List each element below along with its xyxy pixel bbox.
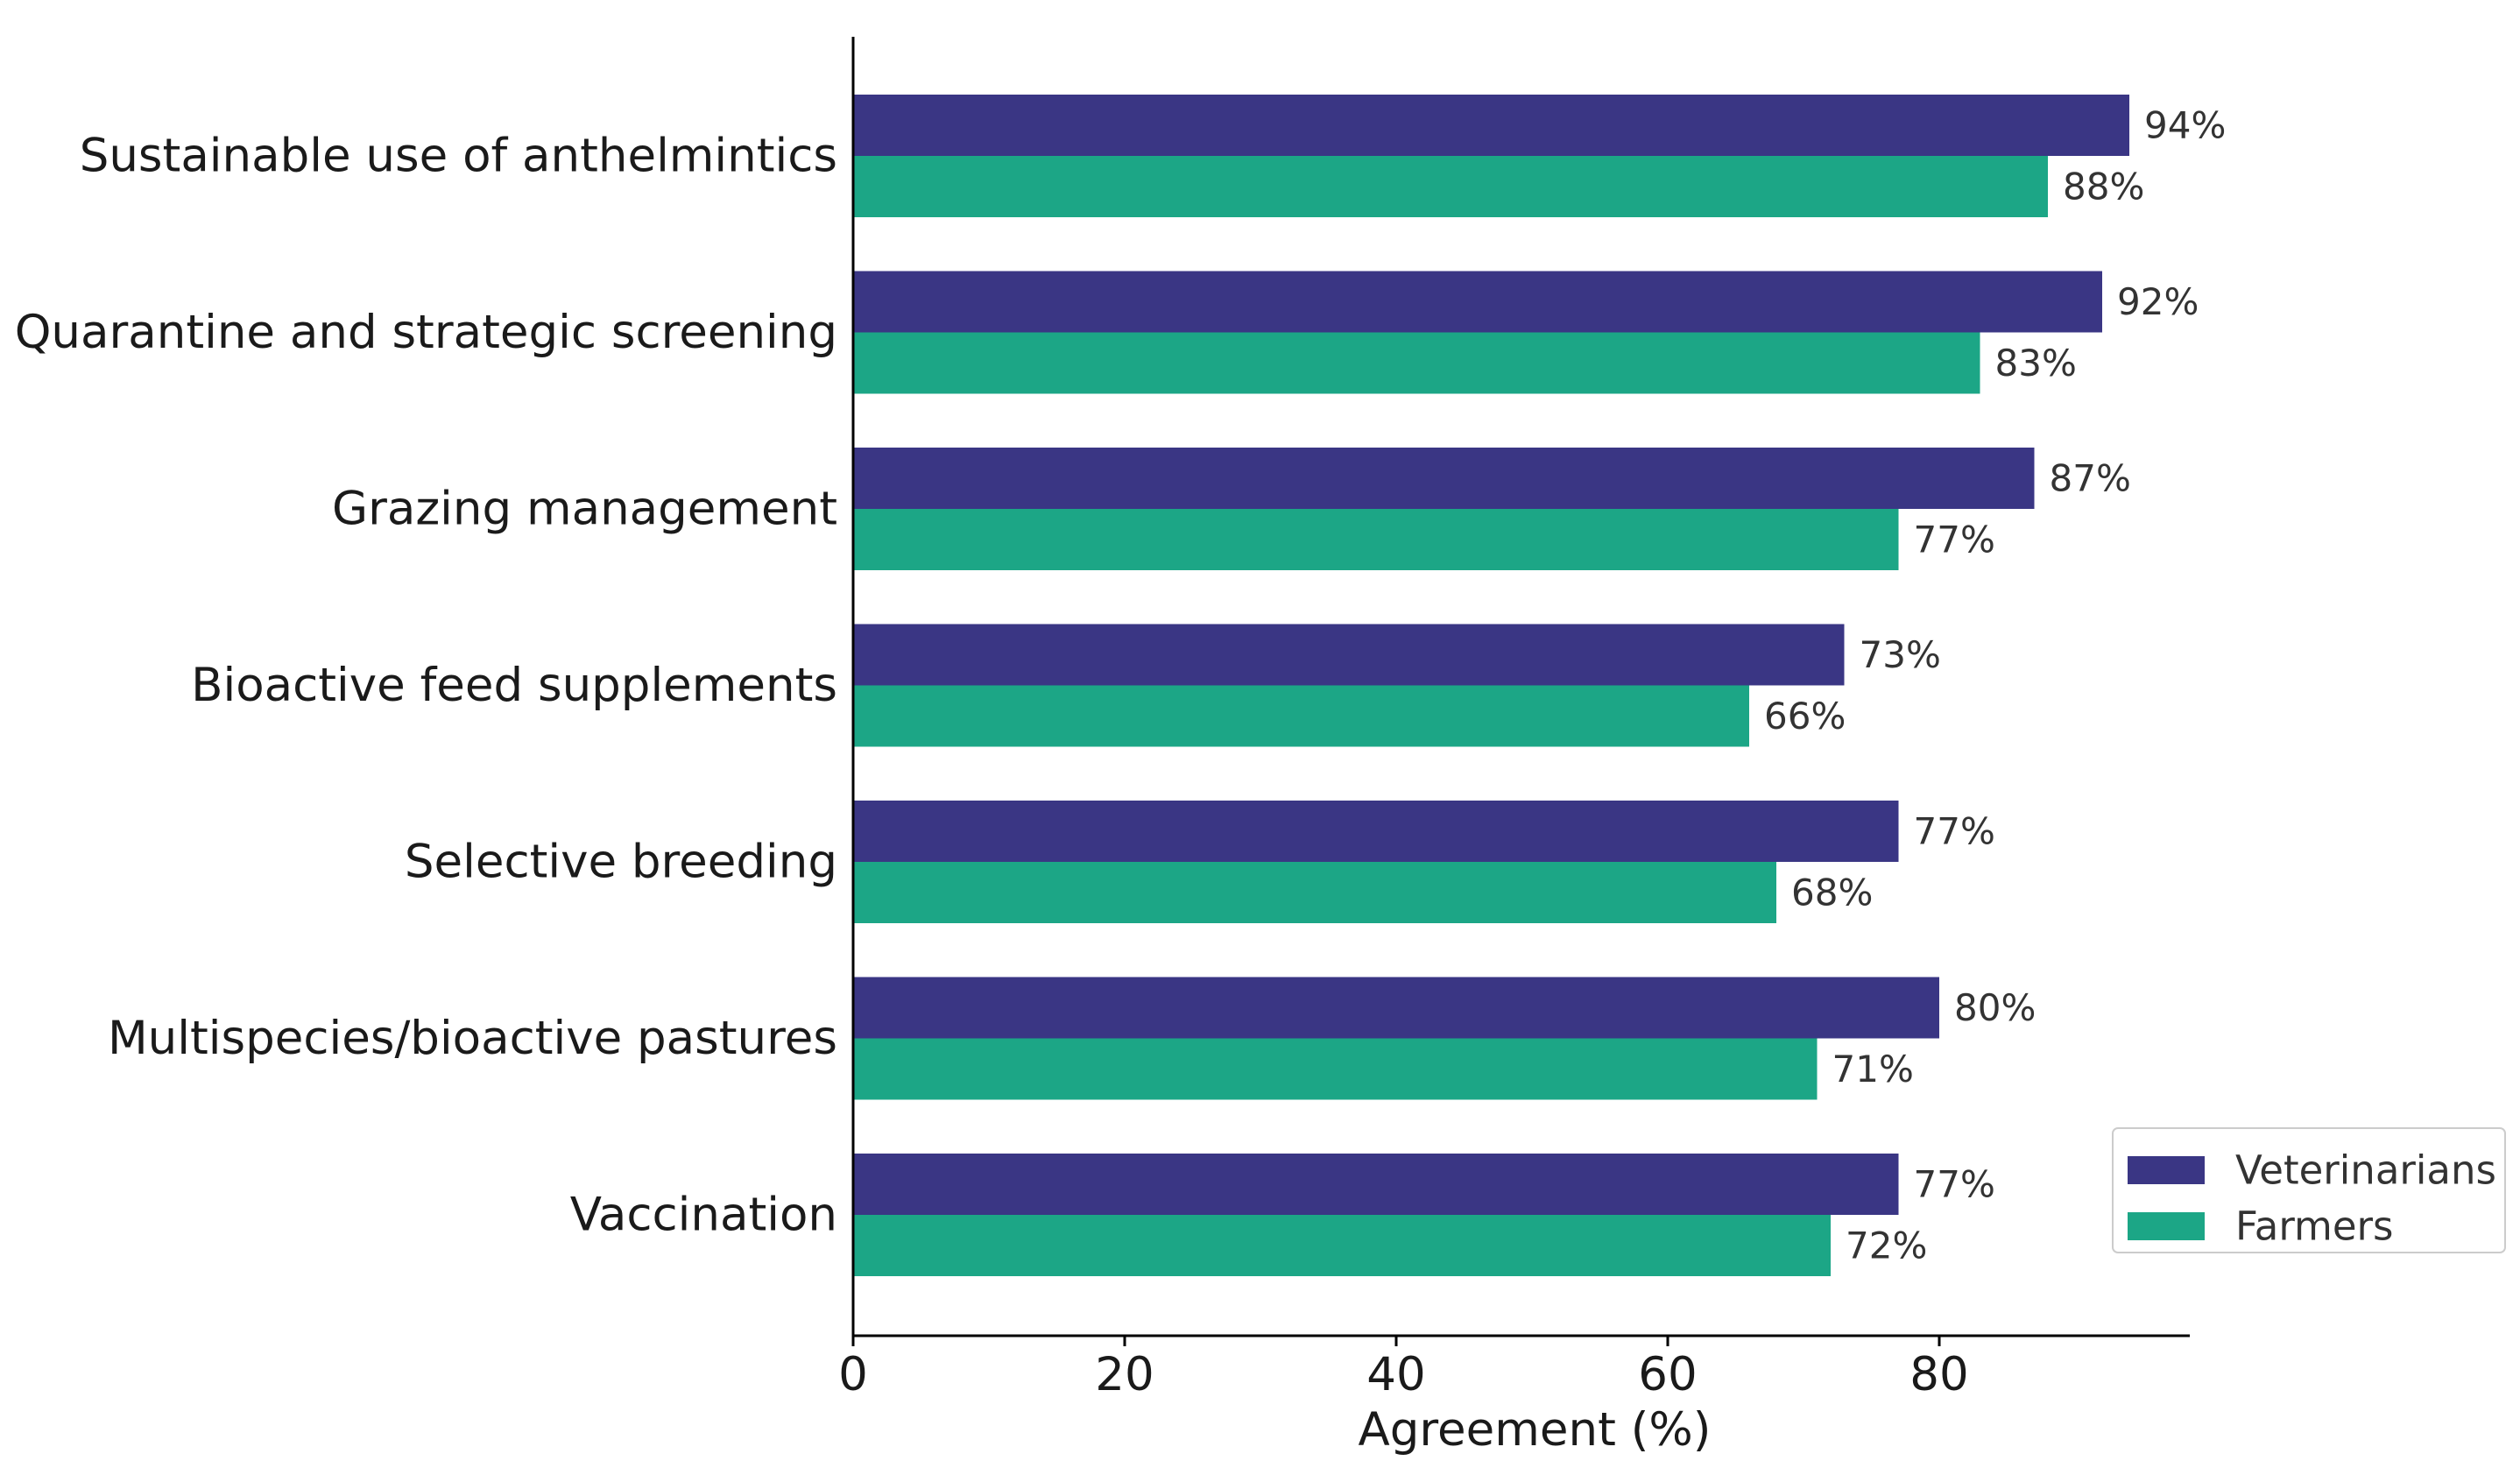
axes: 0 20 40 60 80 Agreement (%) — [838, 37, 2190, 1457]
legend-label-farmers: Farmers — [2235, 1203, 2394, 1250]
value-label-veterinarians-selective-breeding: 77% — [1914, 810, 1995, 853]
x-tick-label-80: 80 — [1909, 1348, 1968, 1401]
value-label-veterinarians-vaccination: 77% — [1914, 1163, 1995, 1206]
category-labels: Sustainable use of anthelmintics Quaranti… — [15, 130, 837, 1242]
category-label-sustainable-use-of-anthelmintics: Sustainable use of anthelmintics — [80, 130, 837, 183]
value-label-farmers-bioactive-feed-supplements: 66% — [1764, 695, 1846, 738]
value-label-farmers-vaccination: 72% — [1846, 1224, 1927, 1267]
value-label-veterinarians-quarantine-and-strategic-screening: 92% — [2117, 280, 2199, 323]
bars-layer — [853, 95, 2129, 1276]
bar-veterinarians-grazing-management — [853, 448, 2035, 509]
x-tick-label-60: 60 — [1638, 1348, 1697, 1401]
bar-veterinarians-sustainable-use-of-anthelmintics — [853, 95, 2129, 156]
bar-farmers-vaccination — [853, 1215, 1831, 1276]
x-axis-ticks: 0 20 40 60 80 — [838, 1336, 1969, 1401]
value-label-farmers-sustainable-use-of-anthelmintics: 88% — [2063, 166, 2144, 208]
legend-label-veterinarians: Veterinarians — [2235, 1147, 2496, 1194]
category-label-selective-breeding: Selective breeding — [405, 836, 837, 889]
legend: Veterinarians Farmers — [2112, 1127, 2506, 1253]
legend-swatch-farmers — [2128, 1212, 2205, 1240]
bar-farmers-multispecies-bioactive-pastures — [853, 1038, 1818, 1100]
legend-swatch-veterinarians — [2128, 1156, 2205, 1184]
bar-farmers-grazing-management — [853, 509, 1899, 570]
value-labels: 94%88% 92% 83% 87% 77% 73% 66% 77% 68% 80% 71% 77% 7… — [1764, 104, 2226, 1267]
value-label-farmers-quarantine-and-strategic-screening: 83% — [1995, 342, 2077, 385]
value-label-veterinarians-bioactive-feed-supplements: 73% — [1860, 633, 1941, 676]
legend-frame — [2112, 1127, 2506, 1253]
value-label-farmers-grazing-management: 77% — [1914, 519, 1995, 561]
value-label-veterinarians-multispecies-bioactive-pastures: 80% — [1954, 986, 2036, 1029]
x-tick-label-40: 40 — [1366, 1348, 1425, 1401]
bar-veterinarians-multispecies-bioactive-pastures — [853, 977, 1939, 1039]
value-label-veterinarians-sustainable-use-of-anthelmintics: 94% — [2144, 104, 2226, 147]
bar-farmers-sustainable-use-of-anthelmintics — [853, 156, 2048, 217]
bar-veterinarians-selective-breeding — [853, 801, 1899, 862]
value-label-farmers-selective-breeding: 68% — [1791, 872, 1873, 914]
bar-farmers-quarantine-and-strategic-screening — [853, 332, 1980, 394]
x-tick-label-0: 0 — [838, 1348, 868, 1401]
bar-farmers-bioactive-feed-supplements — [853, 685, 1749, 747]
category-label-quarantine-and-strategic-screening: Quarantine and strategic screening — [15, 306, 837, 359]
category-label-grazing-management: Grazing management — [332, 483, 837, 536]
bar-veterinarians-quarantine-and-strategic-screening — [853, 271, 2102, 333]
bar-veterinarians-vaccination — [853, 1154, 1899, 1215]
category-label-bioactive-feed-supplements: Bioactive feed supplements — [191, 659, 837, 712]
x-axis-title: Agreement (%) — [1359, 1403, 1712, 1457]
value-label-farmers-multispecies-bioactive-pastures: 71% — [1832, 1048, 1914, 1090]
bar-veterinarians-bioactive-feed-supplements — [853, 624, 1845, 686]
value-label-veterinarians-grazing-management: 87% — [2050, 457, 2131, 500]
category-label-multispecies-bioactive-pastures: Multispecies/bioactive pastures — [108, 1012, 837, 1065]
x-tick-label-20: 20 — [1095, 1348, 1154, 1401]
category-label-vaccination: Vaccination — [570, 1189, 837, 1242]
bar-farmers-selective-breeding — [853, 862, 1776, 923]
